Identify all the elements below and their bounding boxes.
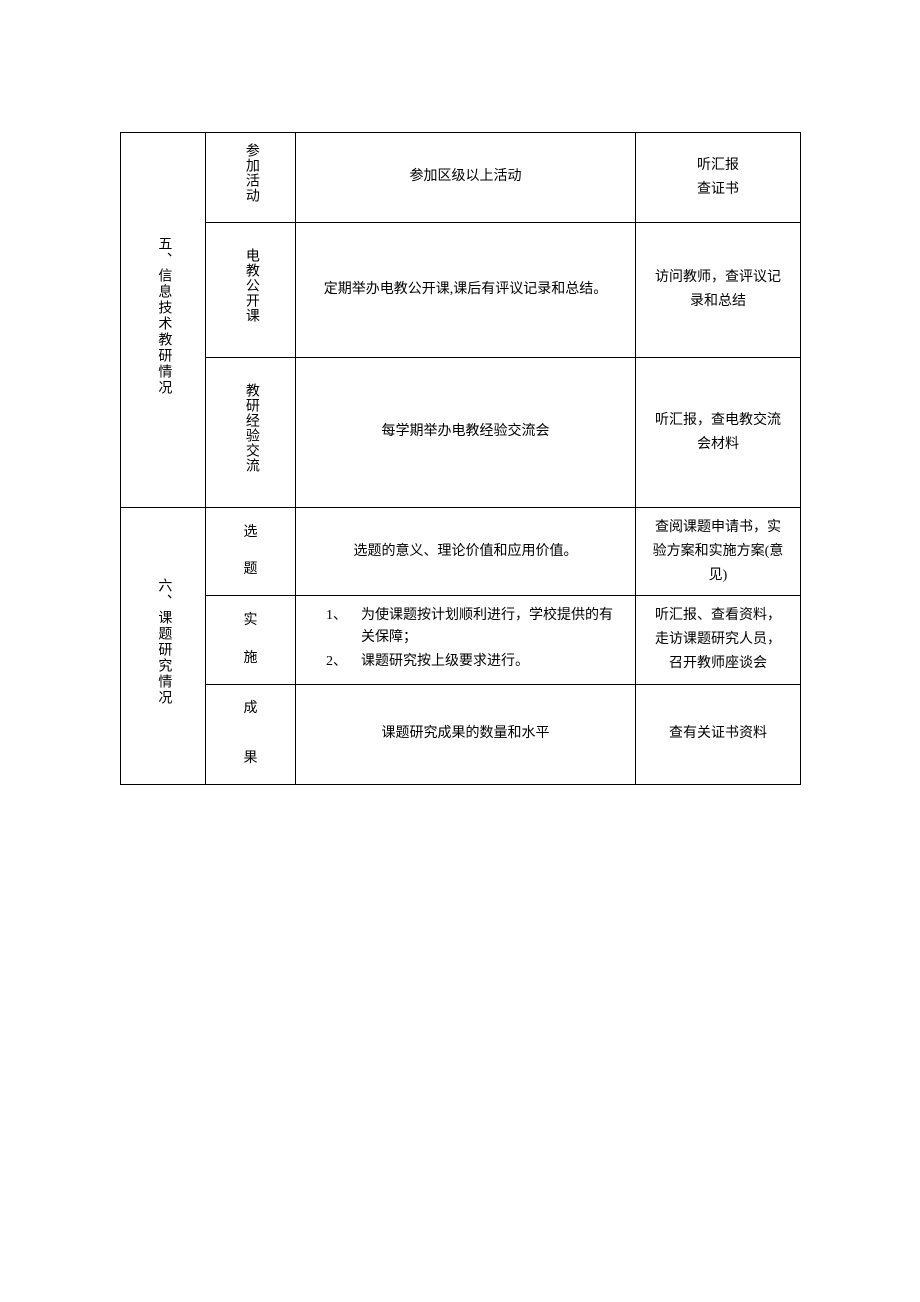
table-row: 实 施 1、 为使课题按计划顺利进行，学校提供的有关保障； 2、 课题研究按上级… (121, 596, 801, 684)
item-cell: 实 施 (206, 596, 296, 684)
item-label: 教研经验交流 (242, 383, 259, 473)
content-list: 1、 为使课题按计划顺利进行，学校提供的有关保障； 2、 课题研究按上级要求进行… (314, 605, 617, 674)
method-text: 听汇报、查看资料， 走访课题研究人员， 召开教师座谈会 (646, 604, 790, 675)
method-cell: 查阅课题申请书，实 验方案和实施方案(意 见) (636, 508, 801, 596)
content-text: 定期举办电教公开课,课后有评议记录和总结。 (324, 282, 608, 297)
item-label: 实 施 (206, 610, 295, 670)
content-text: 参加区级以上活动 (410, 169, 522, 184)
item-cell: 选 题 (206, 508, 296, 596)
category-label: 五、信息技术教研情况 (155, 236, 172, 396)
content-text: 课题研究成果的数量和水平 (382, 726, 550, 741)
category-label: 六、课题研究情况 (155, 578, 172, 706)
method-cell: 访问教师，查评议记 录和总结 (636, 223, 801, 358)
method-text: 查阅课题申请书，实 验方案和实施方案(意 见) (646, 516, 790, 587)
item-cell: 电教公开课 (206, 223, 296, 358)
method-cell: 听汇报 查证书 (636, 133, 801, 223)
content-cell: 每学期举办电教经验交流会 (296, 358, 636, 508)
category-cell-6: 六、课题研究情况 (121, 508, 206, 785)
table-row: 五、信息技术教研情况 参加活动 参加区级以上活动 听汇报 查证书 (121, 133, 801, 223)
method-cell: 听汇报，查电教交流 会材料 (636, 358, 801, 508)
item-label: 参加活动 (242, 143, 259, 203)
method-cell: 听汇报、查看资料， 走访课题研究人员， 召开教师座谈会 (636, 596, 801, 684)
table-row: 电教公开课 定期举办电教公开课,课后有评议记录和总结。 访问教师，查评议记 录和… (121, 223, 801, 358)
item-label: 选 题 (206, 522, 295, 582)
content-cell: 选题的意义、理论价值和应用价值。 (296, 508, 636, 596)
content-cell: 参加区级以上活动 (296, 133, 636, 223)
content-cell: 定期举办电教公开课,课后有评议记录和总结。 (296, 223, 636, 358)
item-cell: 教研经验交流 (206, 358, 296, 508)
method-text: 听汇报 查证书 (646, 154, 790, 202)
content-text: 选题的意义、理论价值和应用价值。 (354, 544, 578, 559)
table-row: 教研经验交流 每学期举办电教经验交流会 听汇报，查电教交流 会材料 (121, 358, 801, 508)
table-row: 成 果 课题研究成果的数量和水平 查有关证书资料 (121, 684, 801, 784)
method-text: 访问教师，查评议记 录和总结 (646, 266, 790, 314)
table-row: 六、课题研究情况 选 题 选题的意义、理论价值和应用价值。 查阅课题申请书，实 … (121, 508, 801, 596)
item-label: 电教公开课 (242, 248, 259, 323)
item-cell: 参加活动 (206, 133, 296, 223)
evaluation-table-wrapper: 五、信息技术教研情况 参加活动 参加区级以上活动 听汇报 查证书 电教公开课 定… (120, 132, 800, 785)
method-text: 查有关证书资料 (646, 722, 790, 746)
category-cell-5: 五、信息技术教研情况 (121, 133, 206, 508)
method-text: 听汇报，查电教交流 会材料 (646, 409, 790, 457)
item-label: 成 果 (206, 698, 295, 770)
method-cell: 查有关证书资料 (636, 684, 801, 784)
content-cell: 1、 为使课题按计划顺利进行，学校提供的有关保障； 2、 课题研究按上级要求进行… (296, 596, 636, 684)
evaluation-table: 五、信息技术教研情况 参加活动 参加区级以上活动 听汇报 查证书 电教公开课 定… (120, 132, 801, 785)
item-cell: 成 果 (206, 684, 296, 784)
content-cell: 课题研究成果的数量和水平 (296, 684, 636, 784)
content-text: 每学期举办电教经验交流会 (382, 424, 550, 439)
